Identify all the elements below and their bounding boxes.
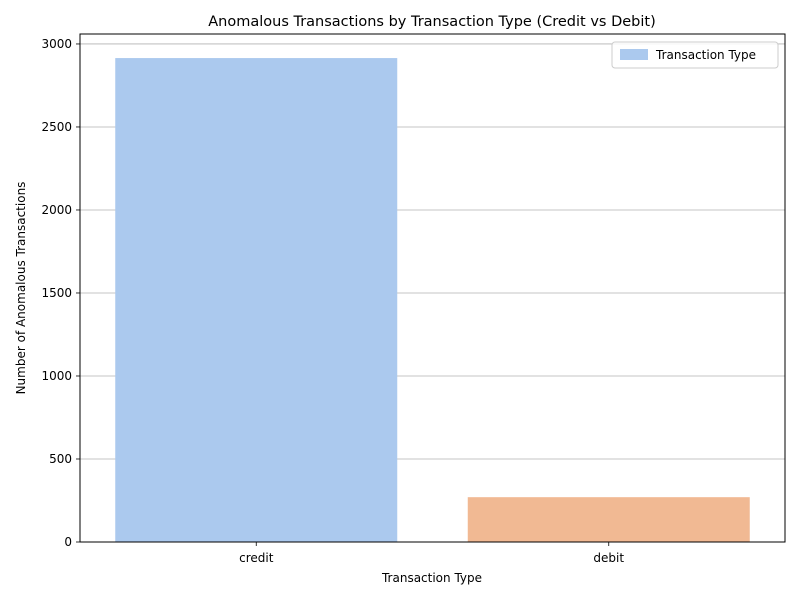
x-axis-ticks: credit debit <box>239 542 624 565</box>
y-tick-label: 3000 <box>41 37 72 51</box>
x-tick-label: debit <box>593 551 624 565</box>
y-axis-title: Number of Anomalous Transactions <box>14 182 28 395</box>
chart-title: Anomalous Transactions by Transaction Ty… <box>208 14 656 30</box>
y-tick-label: 0 <box>64 535 72 549</box>
legend-swatch <box>620 49 648 60</box>
legend-label: Transaction Type <box>655 48 756 62</box>
y-tick-label: 1500 <box>41 286 72 300</box>
y-tick-label: 1000 <box>41 369 72 383</box>
x-tick-label: credit <box>239 551 274 565</box>
plot-area-frame <box>79 33 786 543</box>
legend: Transaction Type <box>611 41 779 69</box>
bar-credit <box>115 58 398 542</box>
legend-box <box>611 41 779 69</box>
x-axis-title: Transaction Type <box>381 571 482 585</box>
y-axis-ticks: 0 500 1000 1500 2000 2500 3000 <box>41 37 80 549</box>
y-tick-label: 500 <box>49 452 72 466</box>
bar-debit <box>467 497 750 542</box>
bars <box>115 58 750 542</box>
y-tick-label: 2500 <box>41 120 72 134</box>
y-tick-label: 2000 <box>41 203 72 217</box>
